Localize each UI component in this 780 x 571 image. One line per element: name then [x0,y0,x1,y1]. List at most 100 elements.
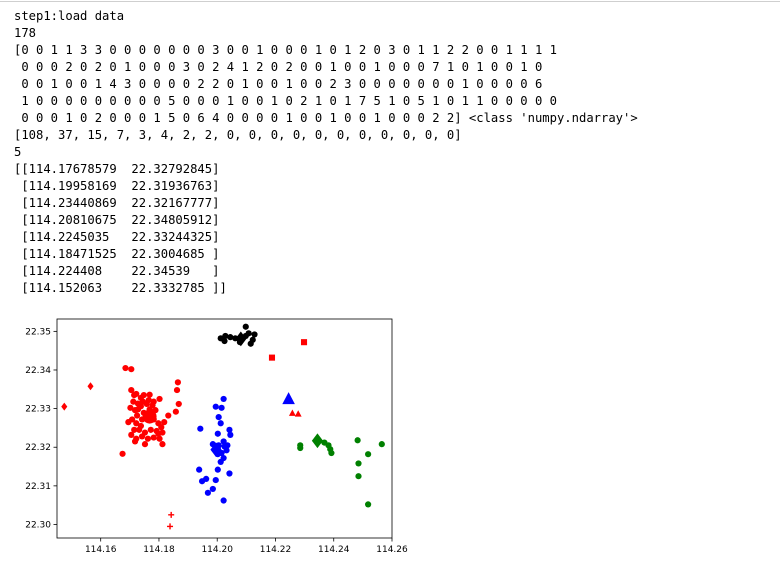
stdout-text: step1:load data 178 [0 0 1 1 3 3 0 0 0 0… [14,8,774,297]
data-point [134,412,141,419]
data-point [156,395,163,403]
x-tick-label: 114.18 [143,545,175,555]
data-point [209,485,216,493]
data-point [155,430,162,437]
output-line: step1:load data [14,9,125,23]
data-point [220,395,227,403]
output-line: [114.19958169 22.31936763] [14,179,220,193]
y-tick-label: 22.31 [25,482,51,492]
data-point [224,442,231,449]
data-point [159,441,166,448]
data-point [297,444,304,452]
data-point [365,451,372,458]
data-point [214,466,221,473]
x-tick-label: 114.16 [85,545,117,555]
data-point [150,398,157,405]
data-point [130,398,137,405]
data-point [251,331,258,338]
outlier-marker [268,354,276,361]
output-line: [114.18471525 22.3004685 ] [14,247,220,261]
data-point [144,435,151,442]
cell-top-border [0,1,780,2]
data-point [128,431,135,438]
data-point [378,441,385,448]
output-line: [114.23440869 22.32167777] [14,196,220,210]
y-tick-label: 22.32 [25,443,51,453]
data-point [354,437,361,444]
data-point [146,391,153,398]
data-point [175,400,182,408]
data-point [137,422,144,430]
cluster-center-marker [210,442,222,458]
output-line: 0 0 0 1 0 2 0 0 0 1 5 0 6 4 0 0 0 0 1 0 … [14,111,638,125]
data-point [174,379,181,386]
output-line: 0 0 0 2 0 2 0 1 0 0 0 3 0 2 4 1 2 0 2 0 … [14,60,543,74]
output-line: [114.2245035 22.33244325] [14,230,220,244]
data-point [172,408,179,415]
data-point [217,420,224,427]
data-point [355,473,362,480]
outlier-marker [167,523,174,530]
data-point [321,439,328,446]
data-point [128,366,135,373]
data-point [140,391,147,399]
data-point [214,430,221,437]
outlier-marker [87,382,94,391]
data-point [122,364,129,372]
y-tick-label: 22.33 [25,405,51,415]
output-line: [114.152063 22.3332785 ]] [14,281,227,295]
y-tick-label: 22.34 [25,366,51,376]
output-line: 0 0 1 0 0 1 4 3 0 0 0 0 2 2 0 1 0 0 1 0 … [14,77,543,91]
y-tick-label: 22.30 [25,520,51,530]
data-point [204,489,211,496]
data-point [119,450,126,457]
data-point [220,438,227,445]
data-point [165,412,172,419]
data-point [215,414,222,421]
outlier-marker [294,410,302,417]
data-point [138,433,146,440]
x-tick-label: 114.24 [318,545,350,555]
data-point [217,458,224,466]
data-point [131,438,139,445]
output-line: 5 [14,145,22,159]
data-point [158,424,165,431]
data-point [131,391,138,399]
outlier-marker [168,511,175,518]
data-point [127,404,134,411]
x-tick-label: 114.20 [201,545,233,555]
data-point [156,435,163,442]
data-point [245,330,252,337]
data-point [222,332,229,340]
data-point [131,426,138,433]
outlier-marker [61,402,68,411]
cell-output-area: step1:load data 178 [0 0 1 1 3 3 0 0 0 0… [14,8,774,297]
output-line: 1 0 0 0 0 0 0 0 0 0 5 0 0 0 1 0 0 1 0 2 … [14,94,557,108]
data-point [220,497,227,504]
data-point [355,460,362,467]
x-tick-label: 114.22 [260,545,292,555]
y-tick-label: 22.35 [25,327,51,337]
data-point [221,337,228,345]
data-point [134,406,142,413]
outlier-marker [288,409,296,416]
scatter-plot-figure: 114.16 114.18 114.20 114.22 114.24 114.26 22.3… [0,306,420,567]
data-point [125,419,132,426]
data-point [147,426,154,433]
scatter-plot: 114.16 114.18 114.20 114.22 114.24 114.26 22.3… [25,318,408,555]
data-point [128,386,135,394]
output-line: [0 0 1 1 3 3 0 0 0 0 0 0 0 3 0 0 1 0 0 0… [14,43,557,57]
output-line: 178 [14,26,37,40]
data-point [242,323,249,330]
data-point [247,340,254,347]
output-line: [108, 37, 15, 7, 3, 4, 2, 2, 0, 0, 0, 0,… [14,128,462,142]
data-point [197,425,204,432]
data-point [227,431,234,438]
data-point [173,386,181,394]
cluster-center-marker [282,392,295,405]
data-point [161,419,168,426]
plot-frame [56,318,393,539]
data-point [365,501,372,508]
output-line: [114.20810675 22.34805912] [14,213,220,227]
data-point [218,404,225,411]
